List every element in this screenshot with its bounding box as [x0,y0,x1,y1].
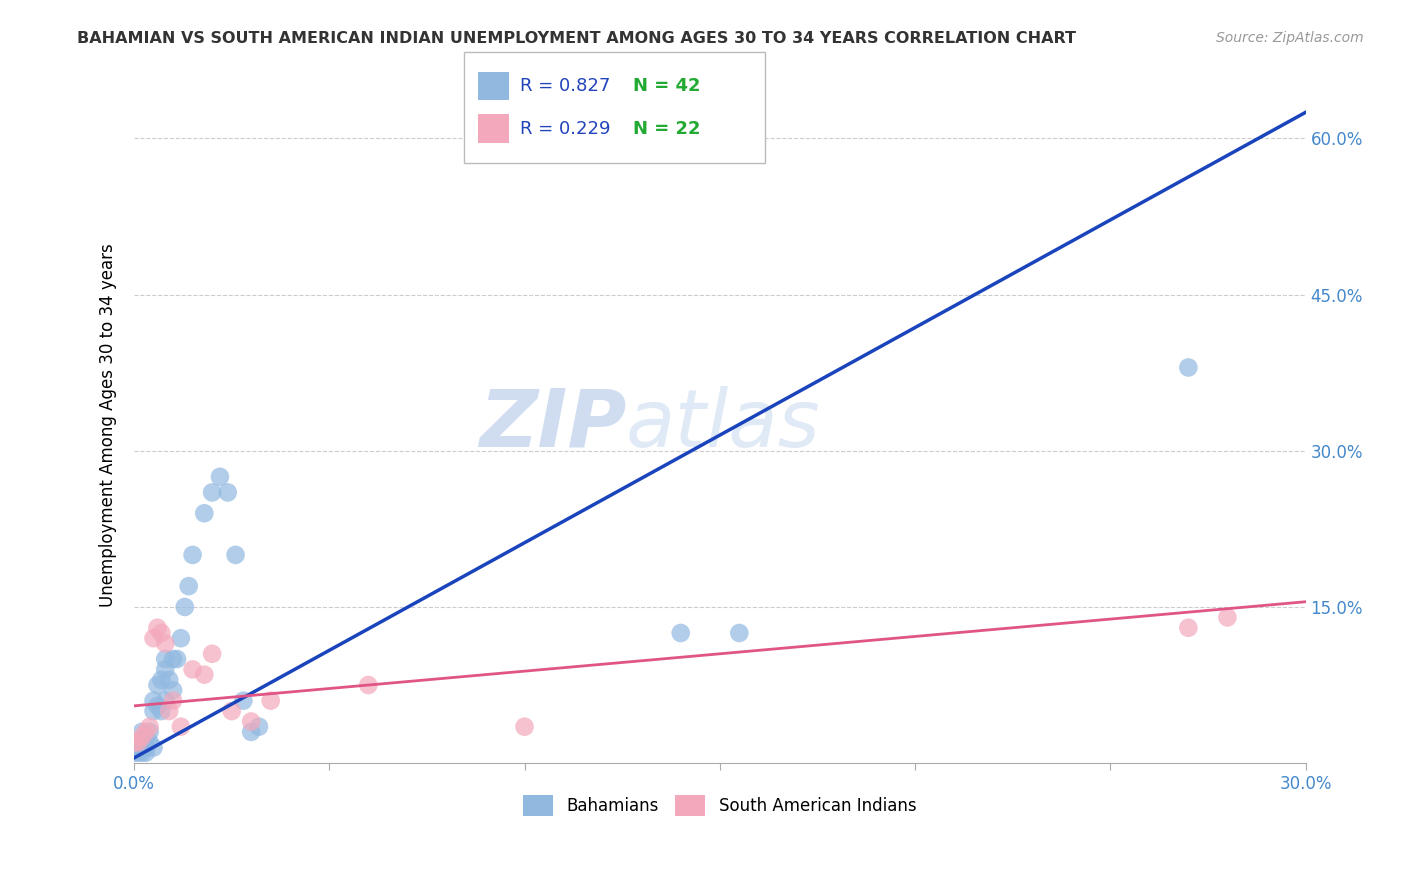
Point [150,626,173,640]
Point [155,662,177,676]
Point [131,740,153,755]
Point [157,704,180,718]
Point [142,740,165,755]
Point [193,506,215,520]
Point [225,548,247,562]
Point [247,720,270,734]
Point [1177,360,1199,375]
Point [142,693,165,707]
Point [127,735,149,749]
Point [1216,610,1239,624]
Point [240,714,263,729]
Text: ZIP: ZIP [478,385,626,464]
Point [146,621,169,635]
Point [138,725,160,739]
Point [135,730,157,744]
Point [122,746,145,760]
Point [170,720,193,734]
Point [150,673,173,687]
Point [135,725,157,739]
Point [162,683,184,698]
Point [155,652,177,666]
Point [217,485,239,500]
Point [357,678,380,692]
Text: R = 0.229: R = 0.229 [520,120,610,137]
Point [131,730,153,744]
Point [142,631,165,645]
Point [131,725,153,739]
Point [181,548,204,562]
Point [162,652,184,666]
Point [221,704,243,718]
Point [166,652,188,666]
Point [232,693,254,707]
Text: N = 42: N = 42 [633,77,700,95]
Point [146,698,169,713]
Point [201,485,224,500]
Point [208,470,231,484]
Point [173,599,195,614]
Point [157,673,180,687]
Text: BAHAMIAN VS SOUTH AMERICAN INDIAN UNEMPLOYMENT AMONG AGES 30 TO 34 YEARS CORRELA: BAHAMIAN VS SOUTH AMERICAN INDIAN UNEMPL… [77,31,1077,46]
Text: N = 22: N = 22 [633,120,700,137]
Point [135,746,157,760]
Point [669,626,692,640]
Point [513,720,536,734]
Point [181,662,204,676]
Text: atlas: atlas [626,385,821,464]
Point [162,693,184,707]
Point [155,636,177,650]
Point [131,735,153,749]
Point [127,746,149,760]
Point [1177,621,1199,635]
Point [146,678,169,692]
Point [150,704,173,718]
Point [170,631,193,645]
Point [142,704,165,718]
Legend: Bahamians, South American Indians: Bahamians, South American Indians [516,789,924,822]
Point [127,735,149,749]
Y-axis label: Unemployment Among Ages 30 to 34 years: Unemployment Among Ages 30 to 34 years [100,243,117,607]
Point [135,740,157,755]
Text: Source: ZipAtlas.com: Source: ZipAtlas.com [1216,31,1364,45]
Point [260,693,283,707]
Point [240,725,263,739]
Point [131,746,153,760]
Point [127,740,149,755]
Point [193,667,215,681]
Point [155,693,177,707]
Point [138,735,160,749]
Point [728,626,751,640]
Point [138,720,160,734]
Point [177,579,200,593]
Point [122,735,145,749]
Point [201,647,224,661]
Text: R = 0.827: R = 0.827 [520,77,610,95]
